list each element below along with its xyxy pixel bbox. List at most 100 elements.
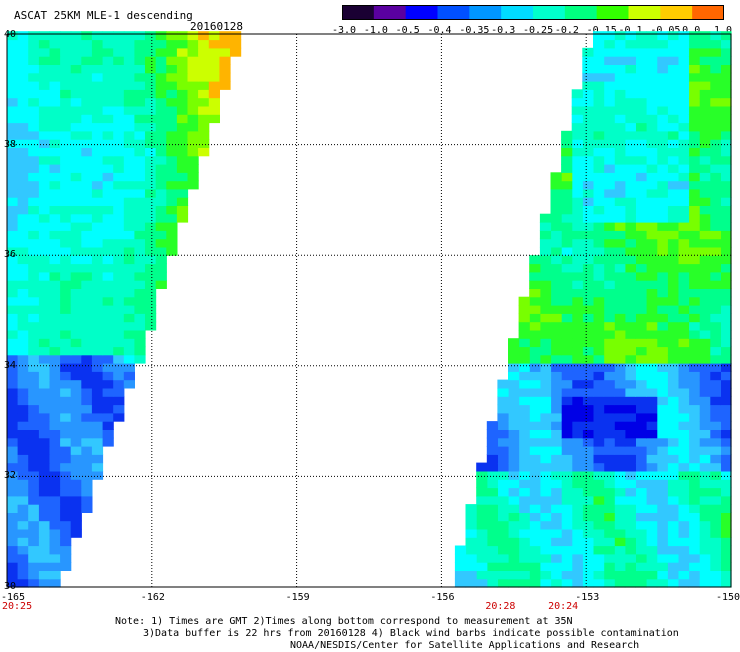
swath-cell [176,155,189,165]
swath-cell [113,180,125,190]
swath-cell [145,305,157,314]
swath-cell [49,346,61,356]
swath-cell [699,437,711,447]
swath-cell [646,346,658,356]
swath-cell [709,346,721,356]
swath-cell [614,263,626,273]
swath-cell [60,487,72,497]
time-label: 20:25 [2,601,33,612]
swath-cell [593,271,605,281]
swath-cell [614,213,626,223]
swath-cell [113,346,125,356]
swath-cell [593,255,605,265]
swath-cell [550,172,562,182]
swath-cell [81,437,93,447]
swath-cell [454,570,467,580]
swath-cell [176,89,189,99]
swath-cell [91,470,104,480]
swath-cell [7,504,19,513]
swath-cell [603,446,615,455]
swath-cell [28,64,40,74]
swath-cell [593,396,605,406]
swath-cell [91,446,104,455]
swath-cell [7,520,19,530]
swath-cell [699,139,711,148]
swath-cell [113,230,125,240]
swath-cell [561,578,573,588]
swath-cell [518,562,530,571]
swath-cell [70,72,82,82]
swath-cell [102,387,114,397]
swath-cell [38,222,51,231]
swath-cell [81,81,93,90]
swath-cell [677,263,690,273]
swath-cell [539,495,552,505]
swath-cell [70,412,82,422]
swath-cell [593,553,605,563]
swath-cell [614,495,626,505]
swath-cell [709,230,721,240]
swath-cell [667,495,679,505]
swath-cell [81,470,93,480]
swath-cell [561,197,573,206]
swath-cell [176,81,189,90]
swath-cell [614,180,626,190]
swath-cell [28,462,40,472]
swath-cell [508,578,520,588]
swath-cell [614,396,626,406]
swath-cell [529,329,541,339]
swath-cell [476,504,488,513]
swath-cell [677,562,690,571]
swath-cell [699,213,711,223]
swath-cell [49,263,61,273]
swath-cell [134,105,146,115]
swath-cell [677,404,690,414]
swath-cell [646,379,658,389]
swath-cell [539,454,552,464]
swath-cell [603,520,615,530]
swath-cell [28,288,40,298]
swath-cell [70,421,82,430]
swath-cell [123,313,135,323]
swath-cell [28,387,40,397]
swath-cell [518,446,530,455]
swath-cell [230,31,242,41]
swath-cell [7,72,19,82]
swath-cell [28,329,40,339]
swath-cell [134,222,146,231]
swath-cell [28,371,40,381]
swath-cell [635,255,647,265]
swath-cell [720,147,732,157]
swath-cell [497,437,509,447]
swath-cell [17,396,29,406]
swath-cell [550,545,562,555]
swath-cell [7,346,19,356]
swath-cell [667,363,679,372]
swath-cell [656,446,668,455]
swath-cell [219,81,231,90]
swath-cell [70,379,82,389]
colorbar-segment [596,5,630,20]
swath-cell [561,155,573,165]
swath-cell [582,246,594,256]
swath-cell [145,130,157,140]
swath-cell [624,578,636,588]
swath-cell [677,346,690,356]
swath-cell [603,321,615,331]
swath-cell [38,421,51,430]
swath-cell [603,387,615,397]
swath-cell [709,205,721,215]
swath-cell [508,387,520,397]
swath-cell [176,47,189,57]
swath-cell [134,31,146,41]
swath-cell [709,56,721,65]
swath-cell [688,520,700,530]
swath-cell [7,263,19,273]
colorbar-segment [628,5,661,20]
swath-cell [614,454,626,464]
swath-cell [646,520,658,530]
swath-cell [582,412,594,422]
swath-cell [709,147,721,157]
swath-cell [70,213,82,223]
swath-cell [624,122,636,132]
